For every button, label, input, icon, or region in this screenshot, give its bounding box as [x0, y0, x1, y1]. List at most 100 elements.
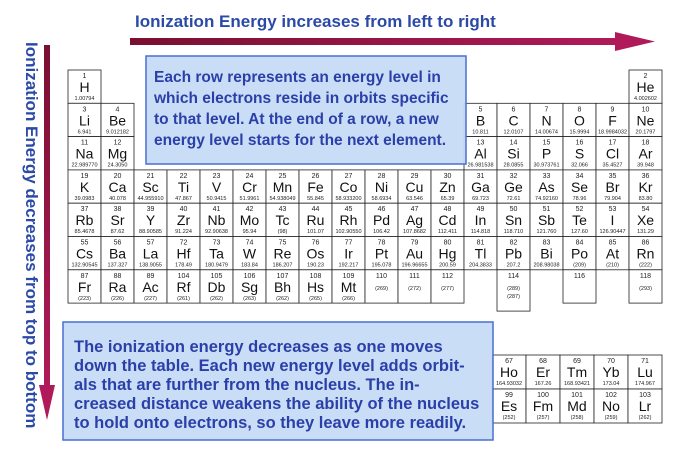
- atomic-number: 71: [641, 358, 649, 365]
- element-symbol: Al: [474, 146, 486, 162]
- cell-box: [67, 136, 102, 171]
- atomic-number: 85: [609, 240, 617, 247]
- element-symbol: Ag: [406, 212, 423, 228]
- element-symbol: No: [602, 398, 620, 414]
- element-symbol: He: [637, 79, 655, 95]
- element-symbol: Tc: [276, 212, 290, 228]
- atomic-mass: 168.93421: [564, 381, 590, 387]
- atomic-mass: (272): [408, 286, 421, 292]
- element-symbol: Tl: [475, 246, 487, 262]
- atomic-mass: 4.002602: [634, 96, 657, 102]
- cell-box: [562, 102, 597, 138]
- atomic-mass: 35.4527: [603, 163, 623, 169]
- atomic-number: 118: [640, 273, 651, 280]
- element-symbol: Mn: [273, 179, 292, 195]
- atomic-mass: 95.94: [243, 229, 257, 235]
- element-cell: 1H1.00794: [67, 69, 102, 104]
- atomic-mass: (277): [441, 286, 454, 292]
- atomic-mass: 207.2: [507, 263, 521, 269]
- element-symbol: I: [611, 212, 615, 228]
- atomic-mass: (209): [573, 263, 586, 269]
- element-symbol: Cl: [606, 146, 619, 162]
- element-symbol: Ge: [504, 179, 523, 195]
- atomic-number: 9: [611, 106, 615, 113]
- element-symbol: Lr: [639, 398, 652, 414]
- element-symbol: Pb: [505, 246, 522, 262]
- cell-box: [166, 169, 201, 204]
- atomic-number: 73: [213, 240, 221, 247]
- element-symbol: Cd: [439, 212, 457, 228]
- element-cell: 111 (272): [397, 269, 432, 304]
- atomic-mass: 79.904: [604, 196, 621, 202]
- element-symbol: Pd: [373, 212, 390, 228]
- atomic-number: 84: [576, 240, 584, 247]
- atomic-mass: 137.327: [108, 263, 128, 269]
- atomic-number: 18: [642, 140, 650, 147]
- element-symbol: Na: [76, 146, 94, 162]
- atomic-mass: (287): [507, 294, 520, 300]
- atomic-number: 27: [345, 173, 353, 180]
- element-symbol: Yb: [602, 364, 619, 380]
- cell-box: [430, 269, 465, 304]
- atomic-number: 44: [312, 206, 320, 213]
- atomic-number: 67: [505, 358, 513, 365]
- cell-box: [529, 236, 564, 271]
- element-symbol: B: [476, 112, 485, 128]
- cell-box: [463, 236, 498, 271]
- atomic-mass: 190.23: [307, 263, 324, 269]
- atomic-number: 25: [279, 173, 287, 180]
- atomic-mass: 15.9994: [570, 129, 590, 135]
- atomic-number: 47: [411, 206, 419, 213]
- cell-box: [67, 236, 102, 271]
- atomic-mass: (289): [507, 286, 520, 292]
- element-symbol: Rb: [76, 212, 94, 228]
- cell-box: [529, 169, 564, 204]
- atomic-number: 34: [576, 173, 584, 180]
- atomic-number: 55: [81, 240, 89, 247]
- element-symbol: Bh: [274, 279, 291, 295]
- atomic-number: 76: [312, 240, 320, 247]
- cell-box: [232, 202, 267, 237]
- atomic-mass: (261): [177, 296, 190, 302]
- element-symbol: S: [575, 146, 584, 162]
- note-line: which electrons reside in orbits specifi…: [153, 90, 449, 107]
- cell-box: [628, 102, 663, 138]
- atomic-mass: 65.39: [441, 196, 455, 202]
- atomic-mass: (265): [309, 296, 322, 302]
- element-symbol: Mg: [108, 146, 127, 162]
- element-symbol: Sb: [538, 212, 555, 228]
- cell-box: [562, 236, 597, 271]
- atomic-number: 56: [114, 240, 122, 247]
- element-symbol: Fm: [533, 398, 553, 414]
- cell-box: [265, 202, 300, 237]
- cell-box: [463, 136, 498, 171]
- atomic-mass: 174.967: [635, 381, 655, 387]
- element-cell: 110 (269): [364, 269, 399, 304]
- element-symbol: Kr: [639, 179, 653, 195]
- arrow-head: [615, 32, 655, 51]
- atomic-number: 5: [479, 106, 483, 113]
- atomic-mass: 30.973761: [534, 163, 560, 169]
- element-symbol: Li: [79, 112, 90, 128]
- element-symbol: In: [475, 212, 487, 228]
